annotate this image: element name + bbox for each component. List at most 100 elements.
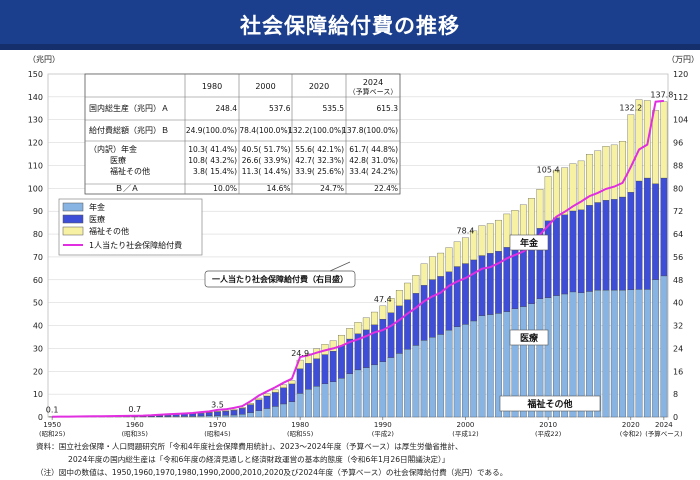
y-right-tick-label: 56 xyxy=(673,253,683,262)
bar-pension-2024 xyxy=(660,275,668,418)
bar-welfare-1996 xyxy=(429,256,436,280)
bar-medical-2017 xyxy=(602,200,610,291)
bar-medical-1971 xyxy=(222,411,230,416)
table-cell: 24.7% xyxy=(320,184,344,193)
y-right-tick-label: 0 xyxy=(673,413,678,422)
bar-welfare-2005 xyxy=(503,213,511,248)
bar-welfare-2024 xyxy=(660,101,668,179)
bar-medical-1999 xyxy=(453,266,461,327)
bar-medical-2000 xyxy=(462,263,469,325)
y-left-tick-label: 90 xyxy=(33,207,43,216)
x-tick-sublabel: (昭和45) xyxy=(204,429,230,438)
x-tick-sublabel: (予算ベース) xyxy=(645,429,682,438)
svg-text:一人当たり社会保障給付費（右目盛）: 一人当たり社会保障給付費（右目盛） xyxy=(212,274,348,284)
y-left-tick-label: 30 xyxy=(33,344,43,353)
x-tick-label: 2020 xyxy=(622,421,640,429)
bar-medical-1997 xyxy=(437,276,445,335)
bar-pension-2021 xyxy=(635,289,643,418)
bar-pension-2003 xyxy=(486,314,494,418)
bar-pension-2017 xyxy=(602,289,610,418)
total-label-2010: 105.4 xyxy=(537,165,560,174)
bar-medical-2001 xyxy=(470,259,478,322)
legend-label-per-capita: 1人当たり社会保障給付費 xyxy=(89,240,182,250)
bar-pension-1994 xyxy=(412,345,420,418)
bar-welfare-1989 xyxy=(371,311,378,325)
bar-pension-2019 xyxy=(619,289,626,418)
x-tick-sublabel: (昭和25) xyxy=(39,429,65,438)
bar-medical-1980 xyxy=(296,368,304,394)
total-label-1990: 47.4 xyxy=(374,295,392,304)
bar-medical-1970 xyxy=(214,411,221,416)
right-axis-unit: （万円） xyxy=(667,55,699,64)
bar-pension-2023 xyxy=(652,279,659,418)
bar-welfare-1981 xyxy=(305,353,312,364)
bar-welfare-1994 xyxy=(412,275,420,294)
bar-welfare-1991 xyxy=(387,298,395,313)
x-tick-sublabel: (令和2) xyxy=(620,429,642,438)
bar-medical-1969 xyxy=(205,412,213,416)
table-row-label: 国内総生産（兆円）Ａ xyxy=(89,103,169,113)
bar-pension-1991 xyxy=(387,357,395,418)
bar-welfare-1976 xyxy=(263,393,271,397)
y-right-tick-label: 8 xyxy=(673,390,678,399)
y-left-tick-label: 60 xyxy=(33,276,43,285)
bar-medical-1993 xyxy=(404,299,411,350)
bar-medical-1998 xyxy=(445,271,453,331)
total-label-2024: 137.8 xyxy=(650,91,673,100)
bar-pension-1979 xyxy=(288,401,296,418)
table-cell: 22.4% xyxy=(374,184,398,193)
bar-medical-1995 xyxy=(420,285,428,341)
bar-pension-1972 xyxy=(230,414,238,418)
bar-medical-2012 xyxy=(561,214,569,295)
y-right-tick-label: 96 xyxy=(673,139,683,148)
y-right-tick-label: 48 xyxy=(673,276,683,285)
bar-medical-1983 xyxy=(321,354,329,384)
bar-pension-1977 xyxy=(271,406,279,418)
bar-pension-1983 xyxy=(321,383,329,418)
bar-pension-2018 xyxy=(610,289,618,418)
total-label-1960: 0.7 xyxy=(128,405,141,414)
bar-welfare-1993 xyxy=(404,282,411,300)
bar-welfare-1978 xyxy=(280,384,287,388)
bar-welfare-2010 xyxy=(544,176,552,221)
bar-welfare-2012 xyxy=(561,167,569,216)
bar-welfare-1997 xyxy=(437,252,445,277)
medical-region-label: 医療 xyxy=(520,332,538,344)
bar-pension-1987 xyxy=(354,369,362,418)
table-cell: 537.6 xyxy=(269,104,291,113)
left-axis-unit: （兆円） xyxy=(28,54,60,64)
bar-medical-2021 xyxy=(635,180,643,290)
y-right-tick-label: 88 xyxy=(673,161,683,170)
bar-pension-1982 xyxy=(313,386,321,418)
bar-welfare-1988 xyxy=(362,317,370,331)
y-right-tick-label: 64 xyxy=(673,230,683,239)
bar-welfare-2015 xyxy=(586,154,593,206)
footnote: （注）図中の数値は、1950,1960,1970,1980,1990,2000,… xyxy=(36,468,508,477)
total-label-1970: 3.5 xyxy=(211,400,224,409)
bar-pension-1984 xyxy=(329,381,337,418)
x-tick-label: 2000 xyxy=(457,421,475,429)
bar-medical-1979 xyxy=(288,383,296,402)
bar-pension-1997 xyxy=(437,334,445,418)
table-cell: 33.4( 24.2%) xyxy=(349,167,398,176)
x-tick-sublabel: (昭和55) xyxy=(287,429,313,438)
bar-pension-1973 xyxy=(238,414,246,418)
y-left-tick-label: 120 xyxy=(28,139,43,148)
table-cell: 26.6( 33.9%) xyxy=(242,156,291,165)
legend-swatch-medical xyxy=(62,214,84,224)
table-row-label: 給付費総額（兆円）Ｂ xyxy=(89,125,169,135)
x-tick-label: 2010 xyxy=(539,421,557,429)
table-cell: 24.9(100.0%) xyxy=(186,126,237,135)
title-bar: 社会保障給付費の推移 xyxy=(0,0,700,50)
bar-medical-2018 xyxy=(610,199,618,291)
table-cell: 40.5( 51.7%) xyxy=(242,145,291,154)
bar-pension-1968 xyxy=(197,415,205,418)
source-line-2: 2024年度の国内総生産は「令和6年度の経済見通しと経済財政運営の基本的態度（令… xyxy=(68,455,450,464)
bar-welfare-1970 xyxy=(214,411,221,413)
bar-welfare-2013 xyxy=(569,163,577,212)
bar-pension-1976 xyxy=(263,408,271,418)
bar-welfare-2021 xyxy=(635,99,643,182)
table-header-year: 1980 xyxy=(202,82,222,91)
bar-medical-2013 xyxy=(569,210,577,293)
per-capita-line xyxy=(52,99,664,418)
